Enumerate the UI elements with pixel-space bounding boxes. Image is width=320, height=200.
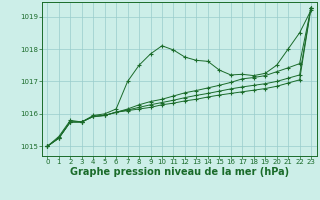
X-axis label: Graphe pression niveau de la mer (hPa): Graphe pression niveau de la mer (hPa) — [70, 167, 289, 177]
